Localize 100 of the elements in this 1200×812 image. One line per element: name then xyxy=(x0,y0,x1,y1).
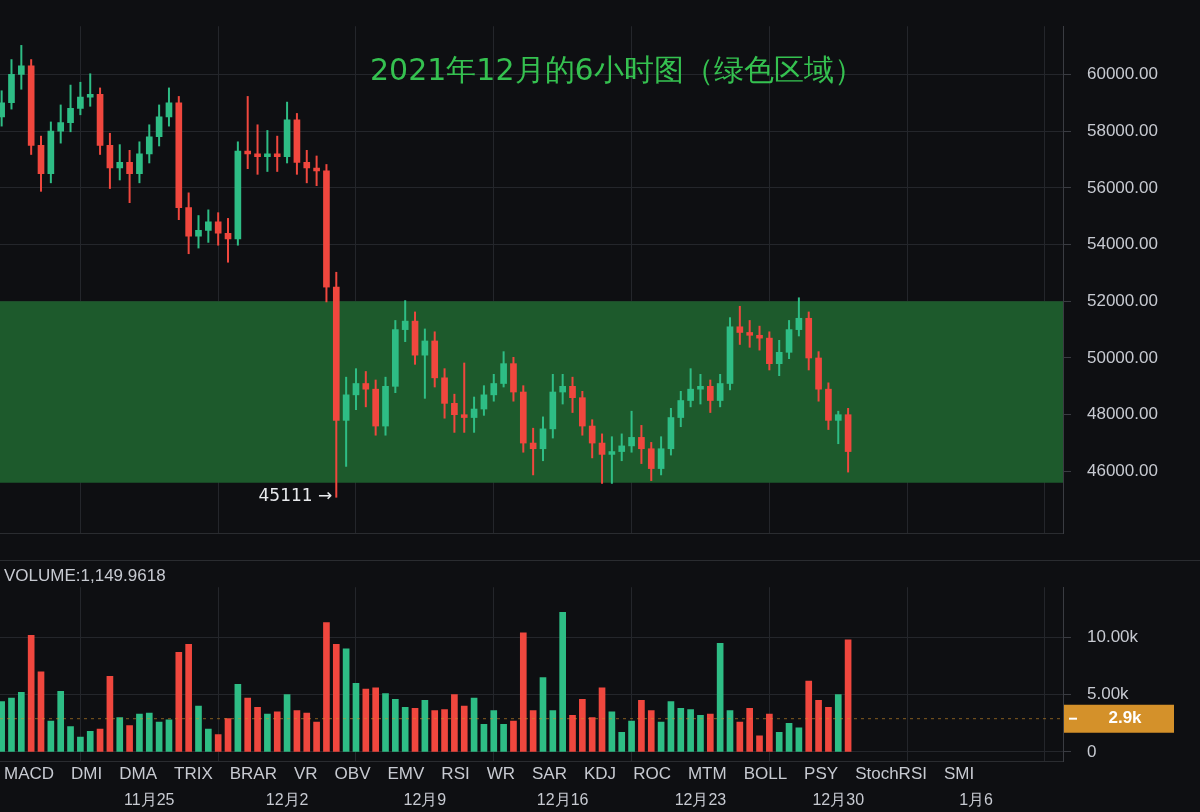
bar xyxy=(588,717,596,752)
y-tick-label: 0 xyxy=(1087,741,1097,761)
bar xyxy=(519,632,527,752)
bar xyxy=(815,700,822,752)
bar xyxy=(805,680,813,752)
bar xyxy=(549,710,557,752)
bar xyxy=(411,708,419,752)
bar xyxy=(598,687,606,752)
x-tick-label: 12月23 xyxy=(674,791,727,809)
bar xyxy=(529,710,537,752)
bar xyxy=(116,717,124,752)
text: MTM xyxy=(687,764,727,784)
bar xyxy=(96,728,104,752)
bar xyxy=(706,713,714,752)
x-tick-label: 12月9 xyxy=(403,791,447,809)
bar xyxy=(155,721,163,752)
bar xyxy=(441,709,448,752)
bar xyxy=(165,719,173,752)
bar xyxy=(844,639,852,752)
text: MACD xyxy=(4,764,55,784)
y-tick-label: 58000.00 xyxy=(1087,120,1158,140)
text: SMI xyxy=(943,764,975,784)
bar xyxy=(205,728,212,752)
bar xyxy=(47,720,55,752)
bar xyxy=(697,714,704,752)
bar xyxy=(579,698,586,752)
text: DMI xyxy=(71,764,103,784)
bar xyxy=(293,710,301,752)
text: VOLUME:1,149.9618 xyxy=(4,566,166,586)
y-tick-label: 54000.00 xyxy=(1087,234,1158,254)
bar xyxy=(175,652,183,752)
bar xyxy=(106,676,114,752)
bar xyxy=(313,721,320,752)
bar xyxy=(510,720,517,752)
bar xyxy=(185,644,192,752)
bar xyxy=(470,697,478,752)
bar xyxy=(234,684,242,752)
text: SAR xyxy=(532,764,567,784)
bar xyxy=(136,713,143,752)
y-tick-label: 56000.00 xyxy=(1087,177,1158,197)
bar xyxy=(667,701,675,752)
bar xyxy=(37,671,45,752)
bar xyxy=(224,718,232,752)
text: VR xyxy=(293,764,318,784)
bar xyxy=(736,721,744,752)
y-tick-label: 5.00k xyxy=(1087,684,1130,704)
x-tick-label: 11月25 xyxy=(124,791,175,809)
bar xyxy=(244,697,252,752)
bar xyxy=(421,700,429,752)
bar xyxy=(460,705,468,752)
bar xyxy=(687,709,694,752)
bar xyxy=(264,713,271,752)
bar xyxy=(382,693,389,752)
bar xyxy=(638,700,645,752)
bar xyxy=(647,710,655,752)
bar xyxy=(451,694,458,752)
text: KDJ xyxy=(584,764,617,784)
bar xyxy=(490,710,498,752)
bar xyxy=(67,726,74,752)
bar xyxy=(254,706,261,752)
bar xyxy=(775,732,783,752)
y-tick-label: 46000.00 xyxy=(1087,461,1158,481)
y-tick-label: 52000.00 xyxy=(1087,290,1158,310)
bar xyxy=(618,732,626,752)
bar xyxy=(214,734,222,752)
text: StochRSI xyxy=(855,764,927,784)
bar xyxy=(500,724,507,752)
bar xyxy=(283,694,291,752)
bar xyxy=(834,694,842,752)
bar xyxy=(746,708,754,752)
bar xyxy=(785,722,793,752)
text: ROC xyxy=(633,764,671,784)
text: TRIX xyxy=(174,764,213,784)
bar xyxy=(342,648,350,752)
text: DMA xyxy=(119,764,158,784)
bar xyxy=(57,690,65,752)
bar xyxy=(8,697,15,752)
x-tick-label: 12月30 xyxy=(812,791,865,809)
text: BRAR xyxy=(229,764,277,784)
text: OBV xyxy=(334,764,371,784)
x-tick-label: 12月16 xyxy=(536,791,589,809)
y-tick-label: 10.00k xyxy=(1087,627,1139,647)
bar xyxy=(559,612,566,752)
bar xyxy=(756,735,763,752)
bar xyxy=(77,736,84,752)
bar xyxy=(726,710,734,752)
bar xyxy=(392,698,399,752)
bar xyxy=(608,711,616,752)
bar xyxy=(332,644,340,752)
bar xyxy=(431,710,439,752)
y-tick-label: 60000.00 xyxy=(1087,64,1158,84)
text: EMV xyxy=(387,764,425,784)
bar xyxy=(825,706,832,752)
bar xyxy=(362,688,370,752)
bar xyxy=(716,642,724,752)
text: WR xyxy=(486,764,516,784)
x-tick-label: 1月6 xyxy=(959,791,994,809)
x-tick-label: 12月2 xyxy=(265,791,309,809)
bar xyxy=(18,692,25,752)
bar xyxy=(195,705,202,752)
